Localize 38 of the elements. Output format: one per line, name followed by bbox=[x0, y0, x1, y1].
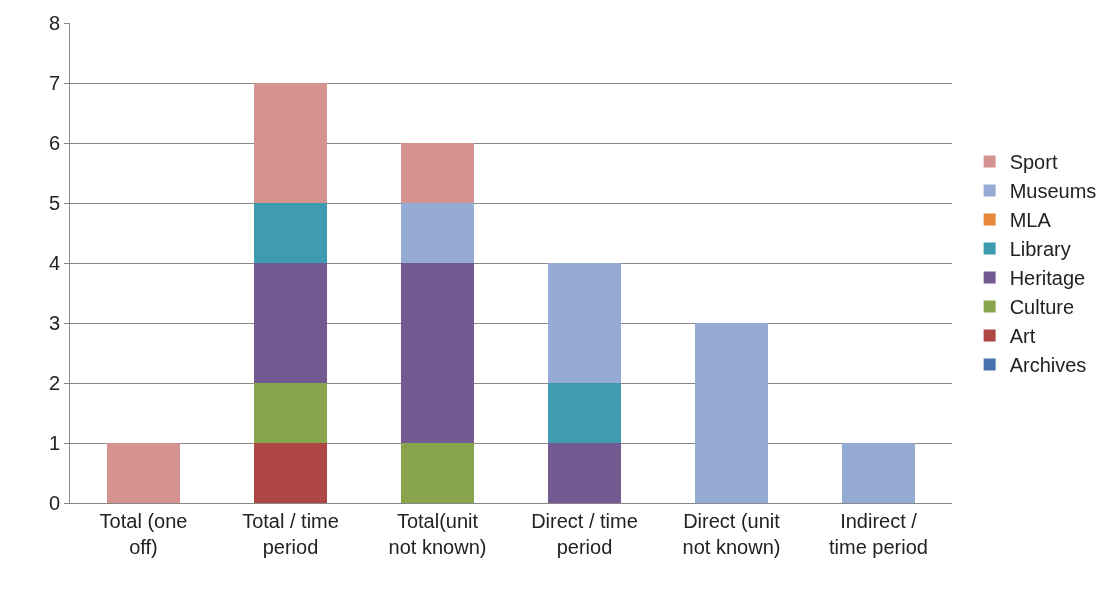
bar bbox=[547, 443, 622, 503]
bar bbox=[400, 263, 475, 443]
y-tick-label: 1 bbox=[48, 432, 60, 454]
x-tick-label: Total / time period bbox=[242, 510, 339, 558]
legend-label: Culture bbox=[1009, 296, 1075, 319]
bar bbox=[253, 83, 328, 203]
bar bbox=[400, 203, 475, 263]
y-tick-label: 4 bbox=[48, 252, 60, 274]
legend-label: Museums bbox=[1009, 180, 1097, 203]
bar bbox=[694, 323, 769, 503]
bar bbox=[547, 263, 622, 383]
legend-label: MLA bbox=[1009, 209, 1052, 232]
legend-label: Archives bbox=[1009, 354, 1087, 377]
bar bbox=[841, 443, 916, 503]
bar bbox=[106, 443, 181, 503]
x-tick-label: Total (one off) bbox=[99, 510, 188, 558]
y-tick-label: 2 bbox=[48, 372, 60, 394]
y-tick-label: 3 bbox=[48, 312, 60, 334]
y-tick-label: 6 bbox=[48, 132, 60, 154]
legend-label: Library bbox=[1009, 238, 1071, 261]
bar bbox=[400, 143, 475, 203]
x-tick-label: Indirect / time period bbox=[829, 510, 928, 558]
x-tick-label: Direct (unit not known) bbox=[682, 510, 781, 558]
bar bbox=[253, 263, 328, 383]
bar bbox=[400, 443, 475, 503]
y-tick-label: 5 bbox=[48, 192, 60, 214]
bar bbox=[253, 443, 328, 503]
y-tick-label: 8 bbox=[48, 12, 60, 34]
x-tick-label: Total(unit not known) bbox=[388, 510, 487, 558]
x-tick-label: Direct / time period bbox=[531, 510, 638, 558]
bar bbox=[253, 203, 328, 263]
y-tick-label: 7 bbox=[48, 72, 60, 94]
legend-label: Art bbox=[1009, 325, 1036, 348]
bar bbox=[547, 383, 622, 443]
legend-label: Sport bbox=[1009, 151, 1058, 174]
y-tick-label: 0 bbox=[48, 492, 60, 514]
legend-label: Heritage bbox=[1009, 267, 1086, 290]
bar bbox=[253, 383, 328, 443]
